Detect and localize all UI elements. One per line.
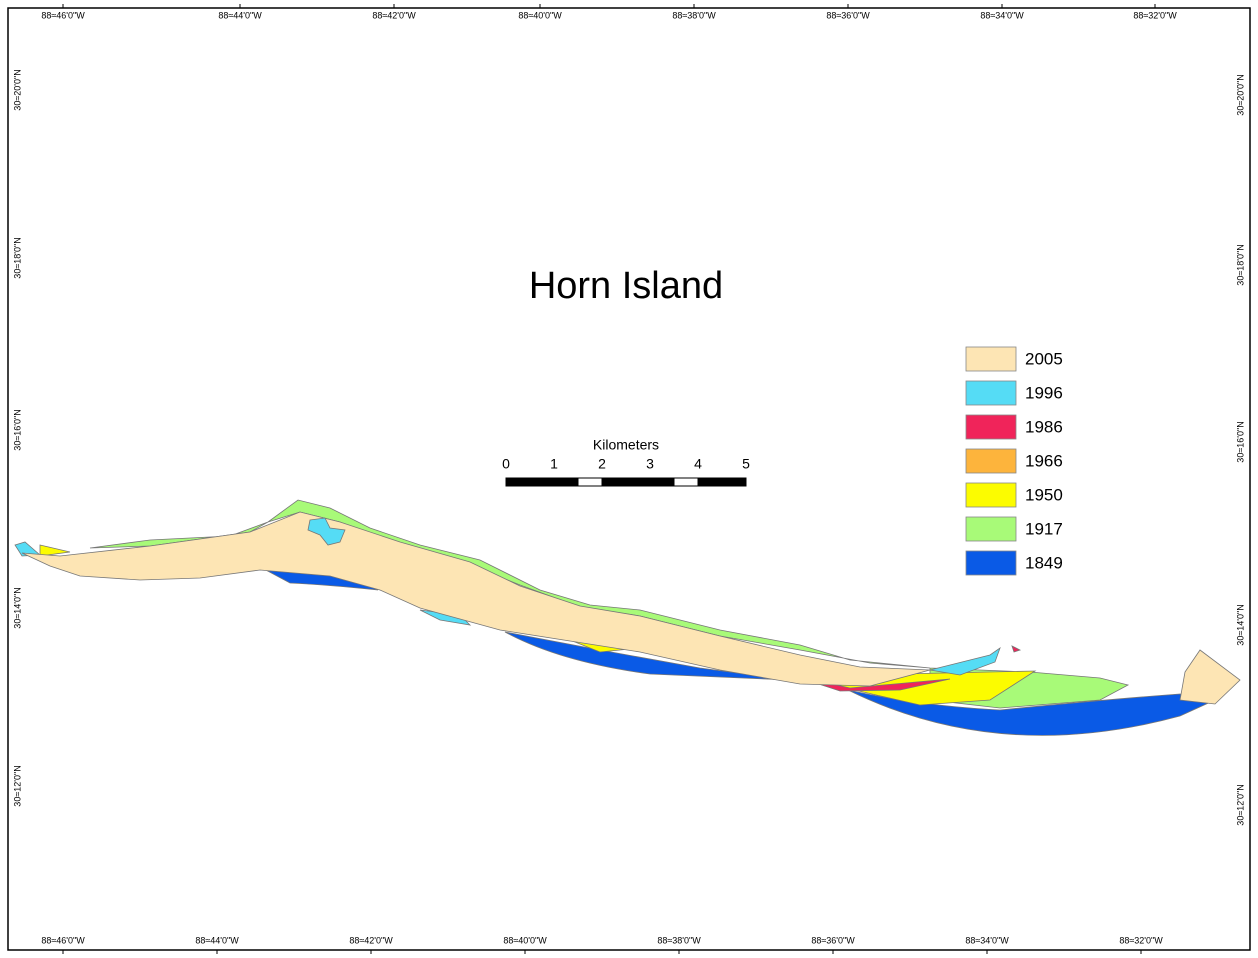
longitude-label: 88≈40'0"W — [518, 10, 562, 20]
legend-swatch — [965, 550, 1017, 576]
scale-tick-label: 5 — [742, 456, 750, 472]
scale-segment — [673, 477, 699, 487]
longitude-label: 88≈44'0"W — [218, 10, 262, 20]
scale-tick-label: 3 — [646, 456, 654, 472]
longitude-label: 88≈46'0"W — [41, 10, 85, 20]
shoreline-1986 — [787, 645, 1022, 692]
legend-swatch — [965, 448, 1017, 474]
longitude-label: 88≈32'0"W — [1133, 10, 1177, 20]
longitude-label: 88≈42'0"W — [372, 10, 416, 20]
legend-label: 1917 — [1025, 519, 1063, 538]
legend-swatch — [965, 414, 1017, 440]
scale-segment — [721, 477, 747, 487]
longitude-label: 88≈34'0"W — [965, 935, 1009, 945]
latitude-label: 30≈12'0"N — [1235, 784, 1245, 825]
scale-segment — [553, 477, 579, 487]
scale-tick-label: 4 — [694, 456, 702, 472]
latitude-label: 30≈12'0"N — [12, 765, 22, 806]
legend-swatch — [965, 516, 1017, 542]
legend-swatch — [965, 482, 1017, 508]
shoreline-2005 — [21, 511, 1241, 705]
scale-segment — [529, 477, 555, 487]
longitude-label: 88≈44'0"W — [195, 935, 239, 945]
latitude-label: 30≈20'0"N — [1235, 74, 1245, 115]
scale-segment — [601, 477, 627, 487]
scale-segment — [649, 477, 675, 487]
scale-segment — [505, 477, 531, 487]
longitude-label: 88≈36'0"W — [811, 935, 855, 945]
latitude-label: 30≈18'0"N — [12, 237, 22, 278]
island — [14, 499, 1241, 736]
map-title: Horn Island — [529, 265, 723, 307]
legend-swatch — [965, 346, 1017, 372]
longitude-label: 88≈38'0"W — [672, 10, 716, 20]
longitude-label: 88≈38'0"W — [657, 935, 701, 945]
scale-tick-label: 1 — [550, 456, 558, 472]
longitude-label: 88≈34'0"W — [980, 10, 1024, 20]
longitude-label: 88≈42'0"W — [349, 935, 393, 945]
latitude-label: 30≈20'0"N — [12, 69, 22, 110]
scale-segment — [625, 477, 651, 487]
pond — [307, 517, 346, 546]
scale-tick-label: 0 — [502, 456, 510, 472]
scale-bar: Kilometers 0 1 2 3 4 5 — [502, 437, 750, 487]
longitude-label: 88≈46'0"W — [41, 935, 85, 945]
legend-label: 1849 — [1025, 553, 1063, 572]
map-frame — [7, 7, 1251, 951]
latitude-label: 30≈14'0"N — [1235, 604, 1245, 645]
legend-label: 1996 — [1025, 383, 1063, 402]
scale-tick-label: 2 — [598, 456, 606, 472]
legend: 2005 1996 1986 1966 1950 1917 1849 — [965, 346, 1063, 576]
latitude-label: 30≈16'0"N — [1235, 421, 1245, 462]
latitude-label: 30≈18'0"N — [1235, 244, 1245, 285]
latitude-label: 30≈16'0"N — [12, 409, 22, 450]
legend-label: 2005 — [1025, 349, 1063, 368]
longitude-label: 88≈40'0"W — [503, 935, 547, 945]
legend-label: 1986 — [1025, 417, 1063, 436]
longitude-label: 88≈32'0"W — [1119, 935, 1163, 945]
longitude-label: 88≈36'0"W — [826, 10, 870, 20]
legend-label: 1950 — [1025, 485, 1063, 504]
legend-swatch — [965, 380, 1017, 406]
scale-segment — [697, 477, 723, 487]
scale-segment — [577, 477, 603, 487]
legend-label: 1966 — [1025, 451, 1063, 470]
latitude-label: 30≈14'0"N — [12, 587, 22, 628]
coordinate-labels: 88≈46'0"W 88≈44'0"W 88≈42'0"W 88≈40'0"W 88≈3… — [12, 4, 1245, 954]
scale-title: Kilometers — [593, 437, 659, 453]
